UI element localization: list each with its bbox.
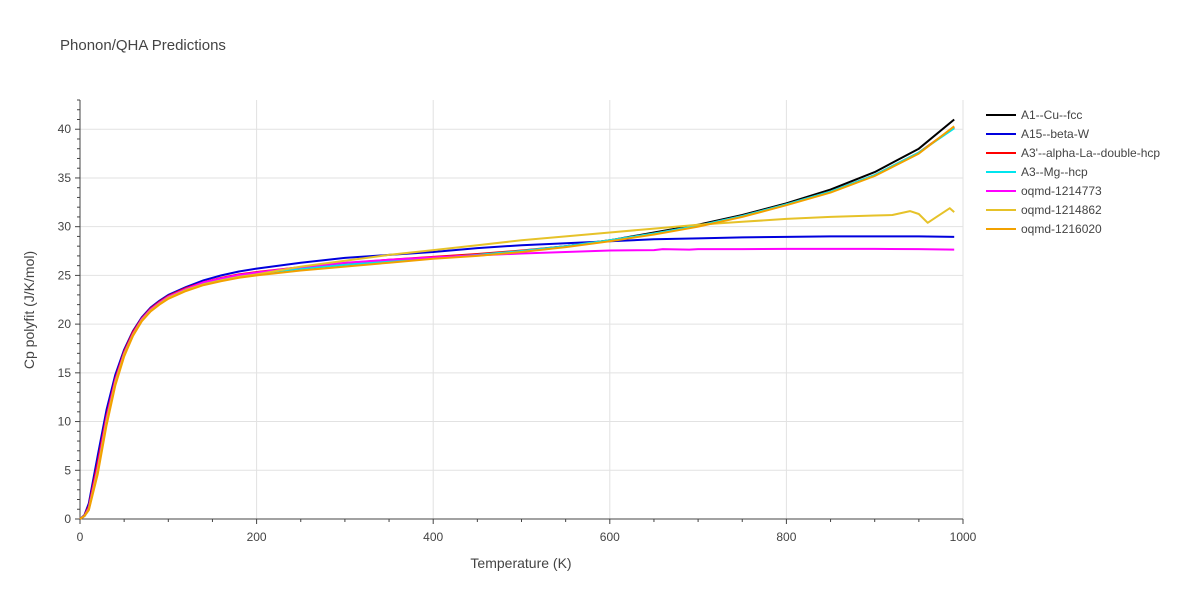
y-tick-label: 25 bbox=[58, 268, 72, 282]
legend[interactable]: A1--Cu--fcc A15--beta-W A3'--alpha-La--dou… bbox=[986, 108, 1160, 236]
y-tick-label: 20 bbox=[58, 317, 72, 331]
x-tick-label: 200 bbox=[247, 530, 267, 544]
legend-item-5[interactable]: oqmd-1214773 bbox=[986, 184, 1102, 198]
x-tick-label: 0 bbox=[77, 530, 84, 544]
legend-label: A15--beta-W bbox=[1021, 127, 1090, 141]
y-tick-label: 40 bbox=[58, 122, 72, 136]
legend-label: oqmd-1216020 bbox=[1021, 222, 1102, 236]
legend-item-1[interactable]: A1--Cu--fcc bbox=[986, 108, 1082, 122]
series-line-6 bbox=[79, 207, 955, 520]
x-tick-label: 1000 bbox=[950, 530, 977, 544]
legend-label: A3--Mg--hcp bbox=[1021, 165, 1088, 179]
y-axis-title: Cp polyfit (J/K/mol) bbox=[21, 251, 37, 369]
x-tick-label: 800 bbox=[776, 530, 796, 544]
chart-title: Phonon/QHA Predictions bbox=[60, 37, 226, 54]
series-line-3 bbox=[79, 126, 955, 520]
legend-label: oqmd-1214773 bbox=[1021, 184, 1102, 198]
series-line-7 bbox=[79, 125, 955, 520]
legend-item-6[interactable]: oqmd-1214862 bbox=[986, 203, 1102, 217]
legend-item-4[interactable]: A3--Mg--hcp bbox=[986, 165, 1088, 179]
x-tick-label: 400 bbox=[423, 530, 443, 544]
y-tick-label: 5 bbox=[64, 463, 71, 477]
x-axis-ticks: 0 200 400 600 800 1000 bbox=[77, 519, 977, 544]
x-axis-title: Temperature (K) bbox=[470, 555, 571, 571]
legend-label: oqmd-1214862 bbox=[1021, 203, 1102, 217]
grid-lines bbox=[80, 100, 964, 519]
series-line-2 bbox=[79, 235, 955, 520]
y-axis-ticks: 0 5 10 15 20 25 30 35 40 bbox=[58, 99, 80, 526]
y-tick-label: 15 bbox=[58, 366, 72, 380]
axes bbox=[79, 100, 963, 520]
legend-label: A1--Cu--fcc bbox=[1021, 108, 1082, 122]
legend-item-3[interactable]: A3'--alpha-La--double-hcp bbox=[986, 146, 1160, 160]
series-line-5 bbox=[79, 247, 955, 520]
legend-item-2[interactable]: A15--beta-W bbox=[986, 127, 1090, 141]
y-tick-label: 0 bbox=[64, 512, 71, 526]
y-tick-label: 35 bbox=[58, 171, 72, 185]
legend-label: A3'--alpha-La--double-hcp bbox=[1021, 146, 1160, 160]
x-tick-label: 600 bbox=[600, 530, 620, 544]
legend-item-7[interactable]: oqmd-1216020 bbox=[986, 222, 1102, 236]
y-tick-label: 10 bbox=[58, 415, 72, 429]
series-line-1 bbox=[79, 118, 955, 520]
y-tick-label: 30 bbox=[58, 220, 72, 234]
plot-area bbox=[79, 118, 955, 520]
